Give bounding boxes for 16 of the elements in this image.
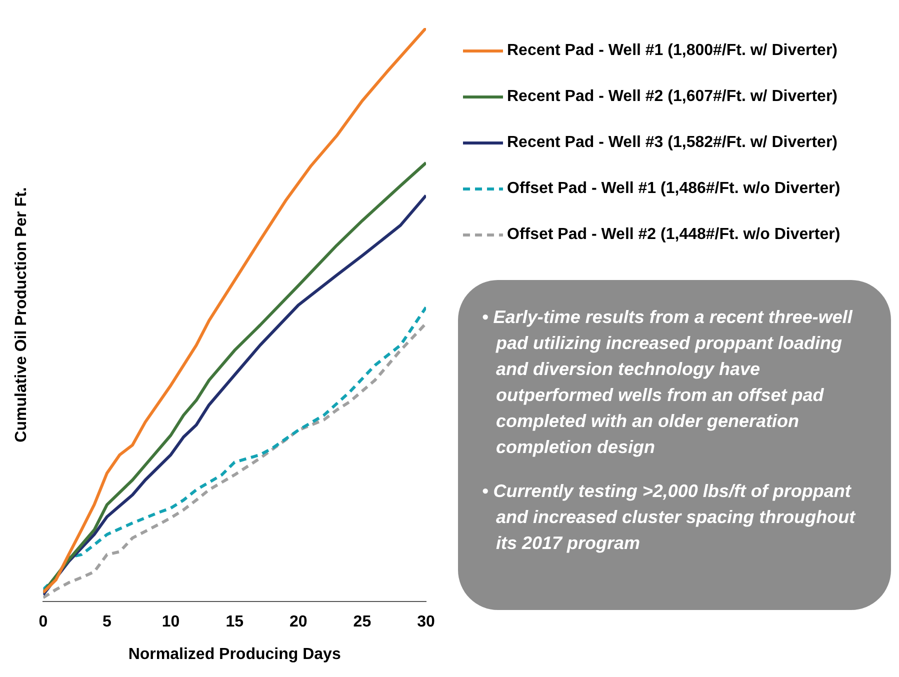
y-axis-title: Cumulative Oil Production Per Ft. (13, 187, 30, 442)
legend-label: Offset Pad - Well #1 (1,486#/Ft. w/o Diverter) (507, 180, 840, 198)
legend-label: Recent Pad - Well #2 (1,607#/Ft. w/ Diverter) (507, 88, 838, 106)
legend-label: Offset Pad - Well #2 (1,448#/Ft. w/o Diverter) (507, 226, 840, 244)
legend-label: Recent Pad - Well #1 (1,800#/Ft. w/ Diverter) (507, 42, 838, 60)
x-tick-label: 25 (353, 614, 372, 631)
x-tick-label: 30 (417, 614, 435, 631)
text: • Currently testing >2,000 lbs/ft of proppant and increased cluster spacing throughout its 2017 program (482, 480, 857, 555)
legend-label: Recent Pad - Well #3 (1,582#/Ft. w/ Diverter) (507, 134, 838, 152)
x-tick-label: 0 (38, 614, 48, 631)
x-tick-label: 15 (226, 614, 244, 631)
text: • Early-time results from a recent three-well pad utilizing increased proppant loading and diversion technology have outperformed wells from an offset pad completed with an older generation completion design (482, 306, 854, 459)
x-tick-label: 5 (102, 614, 112, 631)
x-tick-label: 10 (162, 614, 180, 631)
x-tick-label: 20 (290, 614, 308, 631)
x-axis-title: Normalized Producing Days (128, 646, 341, 663)
